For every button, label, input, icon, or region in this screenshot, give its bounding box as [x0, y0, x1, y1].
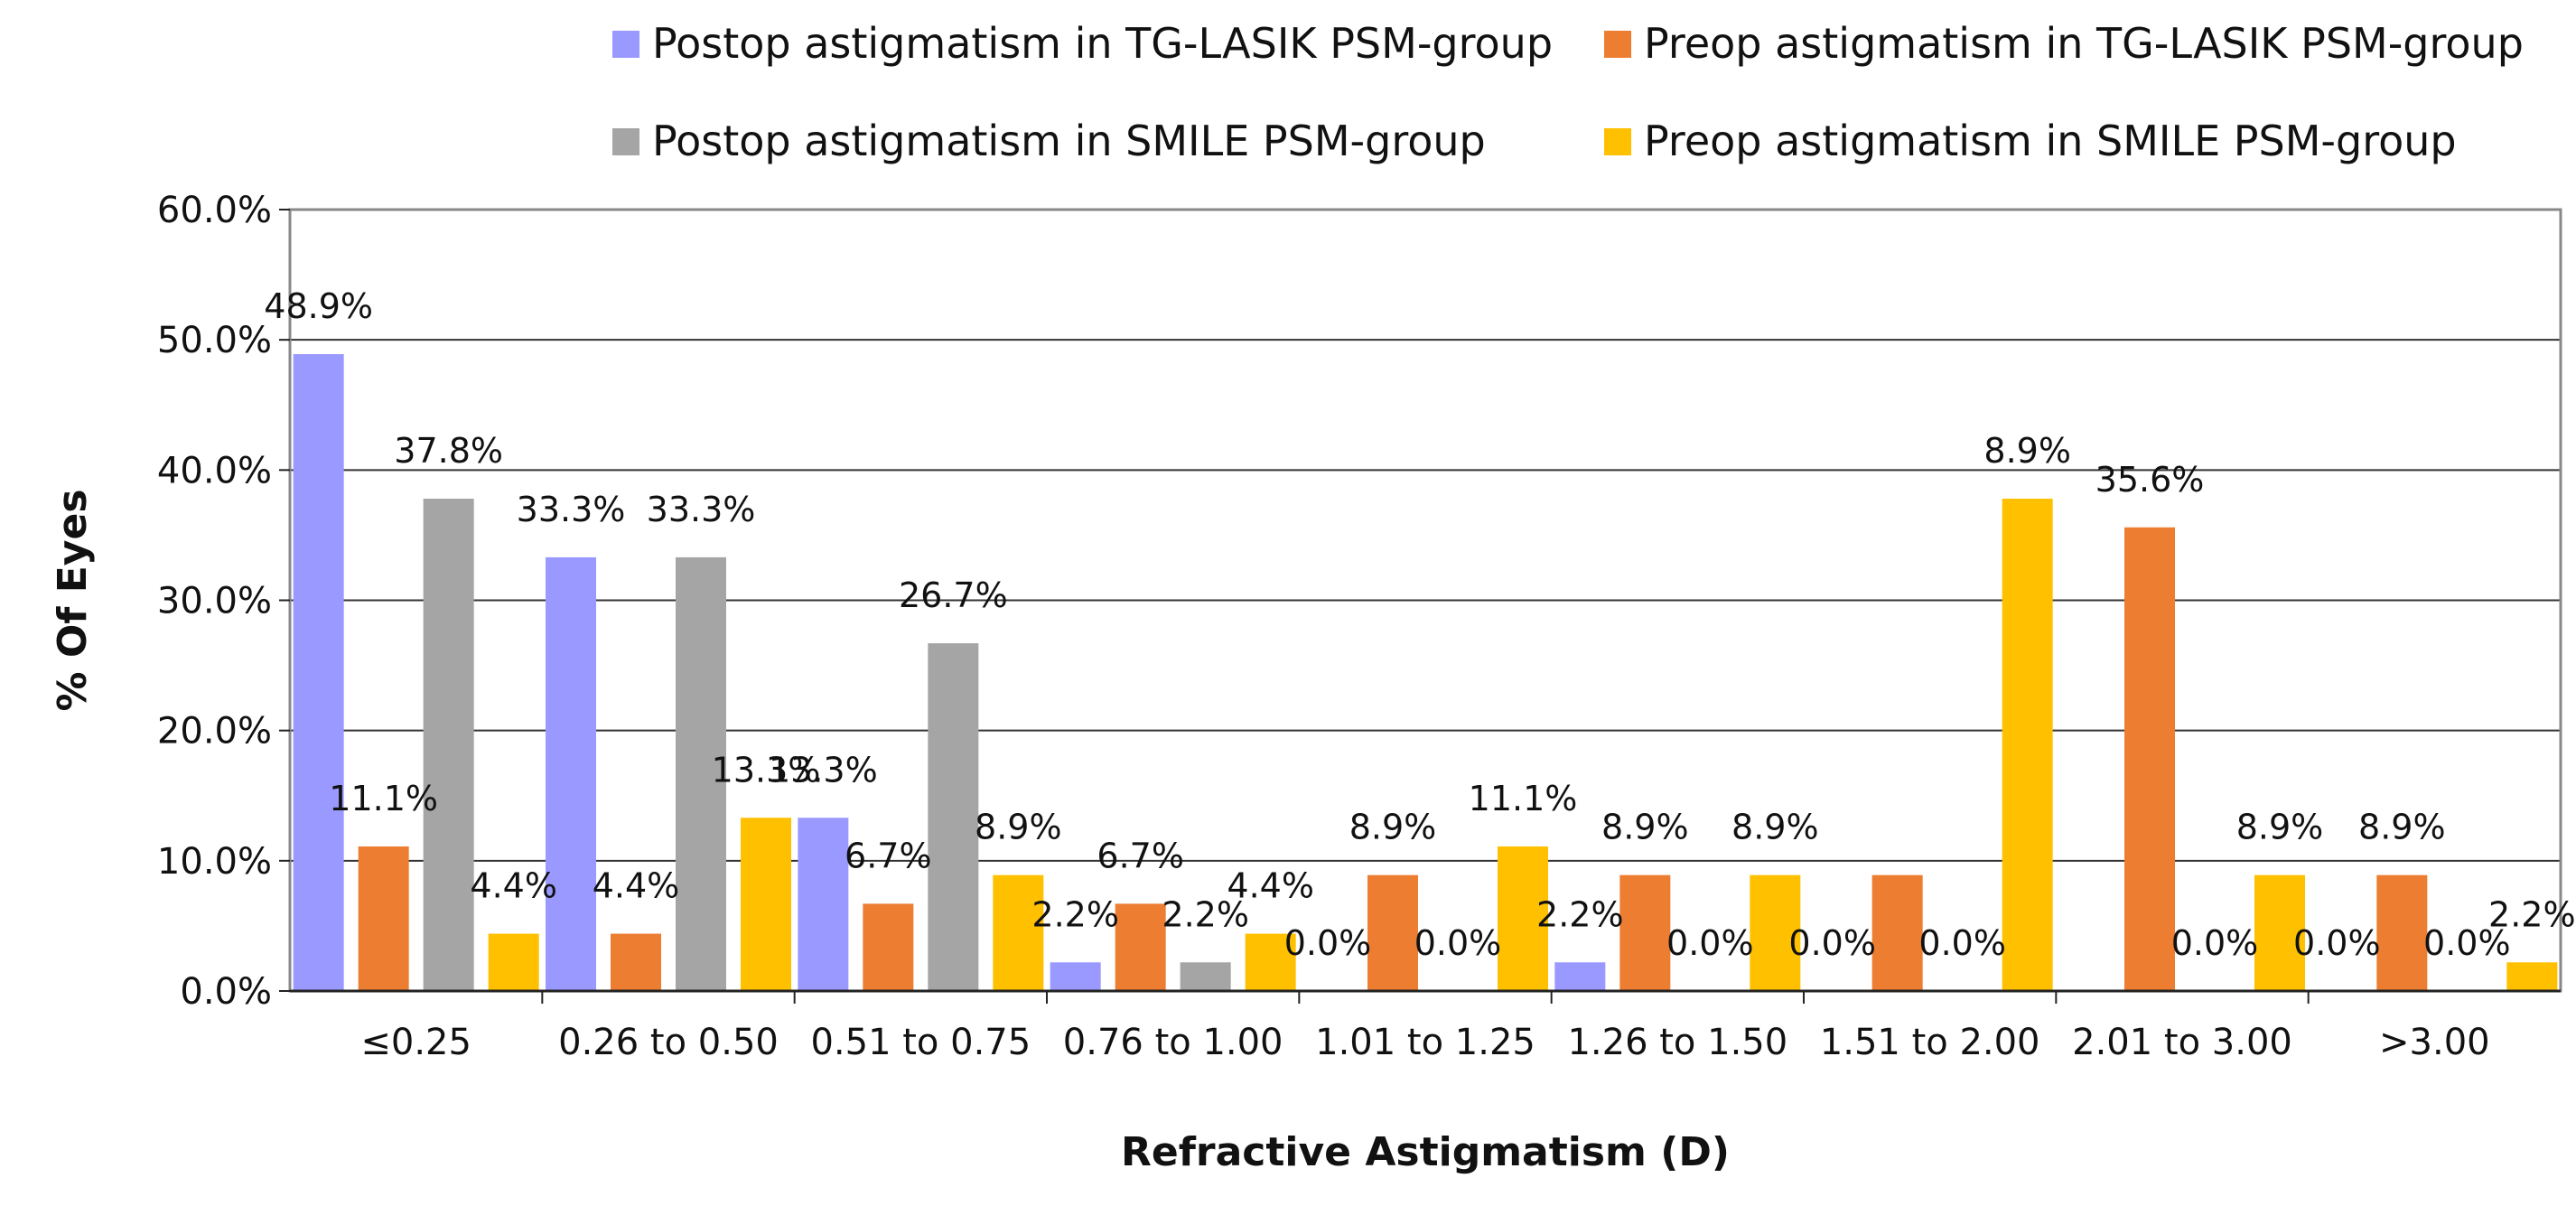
bar — [1619, 874, 1671, 991]
bar — [928, 643, 979, 991]
data-label: 0.0% — [1666, 923, 1754, 963]
data-label: 37.8% — [394, 431, 503, 471]
legend-swatch — [1604, 31, 1631, 58]
data-label: 2.2% — [2488, 894, 2576, 934]
bar — [2506, 962, 2558, 991]
y-axis-title: % Of Eyes — [50, 489, 96, 711]
bar — [293, 354, 344, 991]
data-label: 48.9% — [264, 286, 373, 326]
x-tick-label: 2.01 to 3.00 — [2072, 1022, 2292, 1063]
bar — [546, 556, 596, 991]
bar — [1750, 874, 1801, 991]
data-label: 8.9% — [1349, 808, 1437, 847]
x-axis-ticks: ≤0.25 0.26 to 0.50 0.51 to 0.75 0.76 to 1.0… — [360, 991, 2490, 1063]
data-label: 33.3% — [517, 490, 626, 529]
legend-swatch — [612, 31, 639, 58]
y-tick-label: 60.0% — [157, 190, 272, 231]
bar — [1050, 962, 1101, 991]
legend: Postop astigmatism in TG-LASIK PSM-group… — [612, 19, 2524, 165]
data-label: 8.9% — [2236, 808, 2324, 847]
bar — [1554, 962, 1606, 991]
bar — [2254, 874, 2305, 991]
x-tick-label: ≤0.25 — [360, 1022, 471, 1063]
bar — [2124, 527, 2175, 991]
bar — [863, 903, 914, 991]
data-label: 2.2% — [1162, 894, 1249, 934]
legend-label: Preop astigmatism in SMILE PSM-group — [1644, 117, 2457, 165]
x-tick-label: 0.51 to 0.75 — [810, 1022, 1031, 1063]
y-tick-label: 20.0% — [157, 711, 272, 753]
data-label: 13.3% — [712, 750, 821, 790]
y-axis-ticks: 0.0% 10.0% 20.0% 30.0% 40.0% 50.0% 60.0% — [157, 190, 290, 1013]
data-label: 8.9% — [1601, 808, 1689, 847]
bar — [2002, 499, 2053, 991]
legend-swatch — [612, 128, 639, 155]
data-label: 8.9% — [2358, 808, 2446, 847]
x-tick-label: 1.26 to 1.50 — [1567, 1022, 1787, 1063]
x-tick-label: 1.01 to 1.25 — [1315, 1022, 1535, 1063]
data-label: 8.9% — [1983, 431, 2071, 471]
bar — [358, 846, 409, 991]
x-tick-label: >3.00 — [2379, 1022, 2490, 1063]
bar — [993, 874, 1044, 991]
legend-label: Postop astigmatism in TG-LASIK PSM-group — [652, 19, 1553, 68]
gridlines — [290, 339, 2561, 862]
data-label: 4.4% — [593, 866, 680, 906]
data-label: 4.4% — [1227, 866, 1314, 906]
bar — [1871, 874, 1923, 991]
x-axis-title: Refractive Astigmatism (D) — [1121, 1129, 1730, 1175]
bar — [741, 818, 791, 991]
legend-label: Postop astigmatism in SMILE PSM-group — [652, 117, 1486, 165]
bar — [1367, 874, 1418, 991]
legend-label: Preop astigmatism in TG-LASIK PSM-group — [1644, 19, 2524, 68]
data-label: 4.4% — [470, 866, 557, 906]
data-label: 8.9% — [975, 808, 1062, 847]
data-label: 0.0% — [2293, 923, 2381, 963]
data-label: 0.0% — [1918, 923, 2006, 963]
y-tick-label: 40.0% — [157, 450, 272, 491]
y-tick-label: 0.0% — [180, 971, 272, 1013]
x-tick-label: 0.26 to 0.50 — [558, 1022, 779, 1063]
data-label: 8.9% — [1731, 808, 1819, 847]
x-tick-label: 0.76 to 1.00 — [1063, 1022, 1283, 1063]
bar — [488, 933, 539, 991]
data-label: 13.3% — [769, 750, 878, 790]
data-label: 2.2% — [1536, 894, 1624, 934]
data-label: 33.3% — [647, 490, 756, 529]
data-label: 0.0% — [2171, 923, 2259, 963]
data-labels: 48.9% 11.1% 37.8% 4.4% 33.3% 4.4% 33.3% 13.3%13… — [264, 286, 2575, 963]
bar — [798, 818, 849, 991]
data-label: 6.7% — [845, 836, 932, 875]
data-label: 11.1% — [329, 779, 438, 818]
bar — [2376, 874, 2428, 991]
data-label: 0.0% — [2423, 923, 2511, 963]
legend-swatch — [1604, 128, 1631, 155]
data-label: 35.6% — [2095, 460, 2205, 500]
data-label: 0.0% — [1788, 923, 1876, 963]
bar — [611, 933, 661, 991]
bar — [1498, 846, 1548, 991]
data-label: 2.2% — [1031, 894, 1119, 934]
data-label: 6.7% — [1097, 836, 1184, 875]
bar — [676, 556, 726, 991]
x-tick-label: 1.51 to 2.00 — [1820, 1022, 2040, 1063]
data-label: 0.0% — [1284, 923, 1372, 963]
bar — [1180, 962, 1231, 991]
bar — [423, 499, 474, 991]
bar — [1115, 903, 1166, 991]
bars — [293, 354, 2558, 991]
y-tick-label: 30.0% — [157, 581, 272, 622]
y-tick-label: 50.0% — [157, 320, 272, 361]
bar — [1245, 933, 1296, 991]
y-tick-label: 10.0% — [157, 841, 272, 883]
data-label: 26.7% — [899, 575, 1008, 615]
data-label: 11.1% — [1469, 779, 1578, 818]
data-label: 0.0% — [1414, 923, 1502, 963]
